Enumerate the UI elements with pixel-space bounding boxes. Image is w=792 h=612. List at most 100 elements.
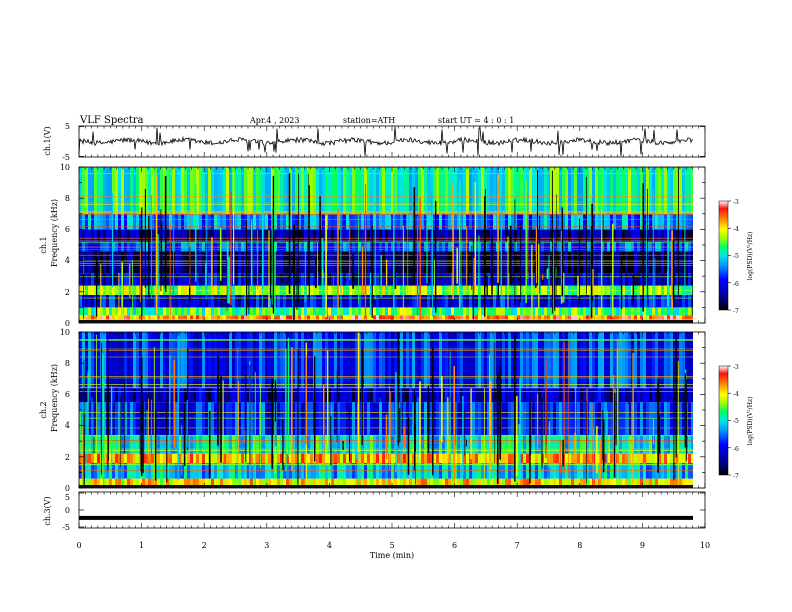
spec-cell	[310, 273, 313, 286]
spec-cell	[316, 213, 319, 230]
ch2-spectrogram-heatmap	[79, 332, 705, 488]
spec-cell	[598, 273, 601, 286]
spec-cell	[373, 307, 376, 316]
spec-cell	[112, 251, 115, 273]
spec-cell	[370, 315, 373, 323]
spec-cell	[631, 167, 634, 214]
spec-cell	[514, 478, 517, 488]
ch1-ytick-top: 5	[65, 122, 70, 131]
spec-cell	[307, 294, 310, 308]
spec-cell	[532, 453, 535, 464]
spec-cell	[100, 213, 103, 230]
spec-cell	[625, 167, 628, 214]
spec-cell	[373, 167, 376, 214]
spec-cell	[313, 478, 316, 488]
spec-cell	[94, 229, 97, 242]
spec-cell	[388, 315, 391, 323]
spec-cell	[532, 251, 535, 273]
spec-cell	[625, 478, 628, 488]
spec-cell	[319, 167, 322, 214]
spec-cell	[253, 332, 256, 389]
spec-cell	[457, 167, 460, 214]
spec-cell	[268, 332, 271, 389]
spec-cell	[439, 453, 442, 464]
spec-cell	[346, 478, 349, 488]
spec-cell	[541, 478, 544, 488]
spec-cell	[283, 307, 286, 316]
spec-cell	[256, 307, 259, 316]
spec-cell	[655, 315, 658, 323]
spec-cell	[595, 273, 598, 286]
spec-cell	[598, 332, 601, 389]
spec-cell	[169, 388, 172, 403]
spec-cell	[481, 435, 484, 454]
spec-cell	[394, 213, 397, 230]
spec-cell	[316, 332, 319, 389]
spec-cell	[199, 241, 202, 252]
spec-cell	[511, 273, 514, 286]
spec-cell	[340, 332, 343, 389]
spec-cell	[571, 478, 574, 488]
spec-cell	[454, 388, 457, 403]
spec-cell	[445, 307, 448, 316]
spec-cell	[337, 388, 340, 403]
spec-cell	[205, 332, 208, 389]
spec-cell	[319, 307, 322, 316]
spec-cell	[157, 332, 160, 389]
spec-cell	[568, 307, 571, 316]
spec-cell	[535, 294, 538, 308]
spec-cell	[673, 332, 676, 389]
spec-cell	[487, 332, 490, 389]
spec-cell	[625, 213, 628, 230]
spec-cell	[514, 388, 517, 403]
spec-cell	[361, 453, 364, 464]
spec-cell	[205, 294, 208, 308]
spec-cell	[406, 478, 409, 488]
spec-cell	[571, 167, 574, 214]
ch2-cb-tick-m6: -6	[733, 446, 739, 453]
spec-cell	[487, 294, 490, 308]
spec-cell	[235, 229, 238, 242]
spec-cell	[466, 435, 469, 454]
spec-cell	[85, 478, 88, 488]
spec-cell	[97, 251, 100, 273]
spec-cell	[283, 241, 286, 252]
time-tick-label: 4	[327, 541, 332, 550]
spec-cell	[247, 388, 250, 403]
spec-cell	[181, 388, 184, 403]
spec-cell	[442, 435, 445, 454]
spec-cell	[100, 273, 103, 286]
spec-cell	[97, 273, 100, 286]
spec-cell	[277, 453, 280, 464]
spec-cell	[349, 213, 352, 230]
spec-cell	[514, 251, 517, 273]
spec-cell	[205, 478, 208, 488]
spec-cell	[283, 294, 286, 308]
spec-cell	[103, 167, 106, 214]
spec-cell	[556, 307, 559, 316]
spec-cell	[358, 315, 361, 323]
spec-cell	[679, 478, 682, 488]
spec-cell	[496, 332, 499, 389]
spec-cell	[556, 453, 559, 464]
spec-cell	[130, 315, 133, 323]
spec-cell	[148, 251, 151, 273]
spec-cell	[319, 332, 322, 389]
spec-cell	[508, 478, 511, 488]
spec-cell	[193, 478, 196, 488]
spec-cell	[433, 167, 436, 214]
spec-cell	[415, 251, 418, 273]
spec-cell	[499, 213, 502, 230]
spec-cell	[499, 273, 502, 286]
spec-cell	[634, 332, 637, 389]
spec-cell	[352, 453, 355, 464]
spec-cell	[253, 294, 256, 308]
spec-cell	[151, 435, 154, 454]
spec-cell	[520, 294, 523, 308]
spec-cell	[364, 388, 367, 403]
spec-cell	[304, 213, 307, 230]
spec-cell	[214, 388, 217, 403]
spec-cell	[499, 478, 502, 488]
spec-cell	[346, 388, 349, 403]
spec-cell	[583, 453, 586, 464]
